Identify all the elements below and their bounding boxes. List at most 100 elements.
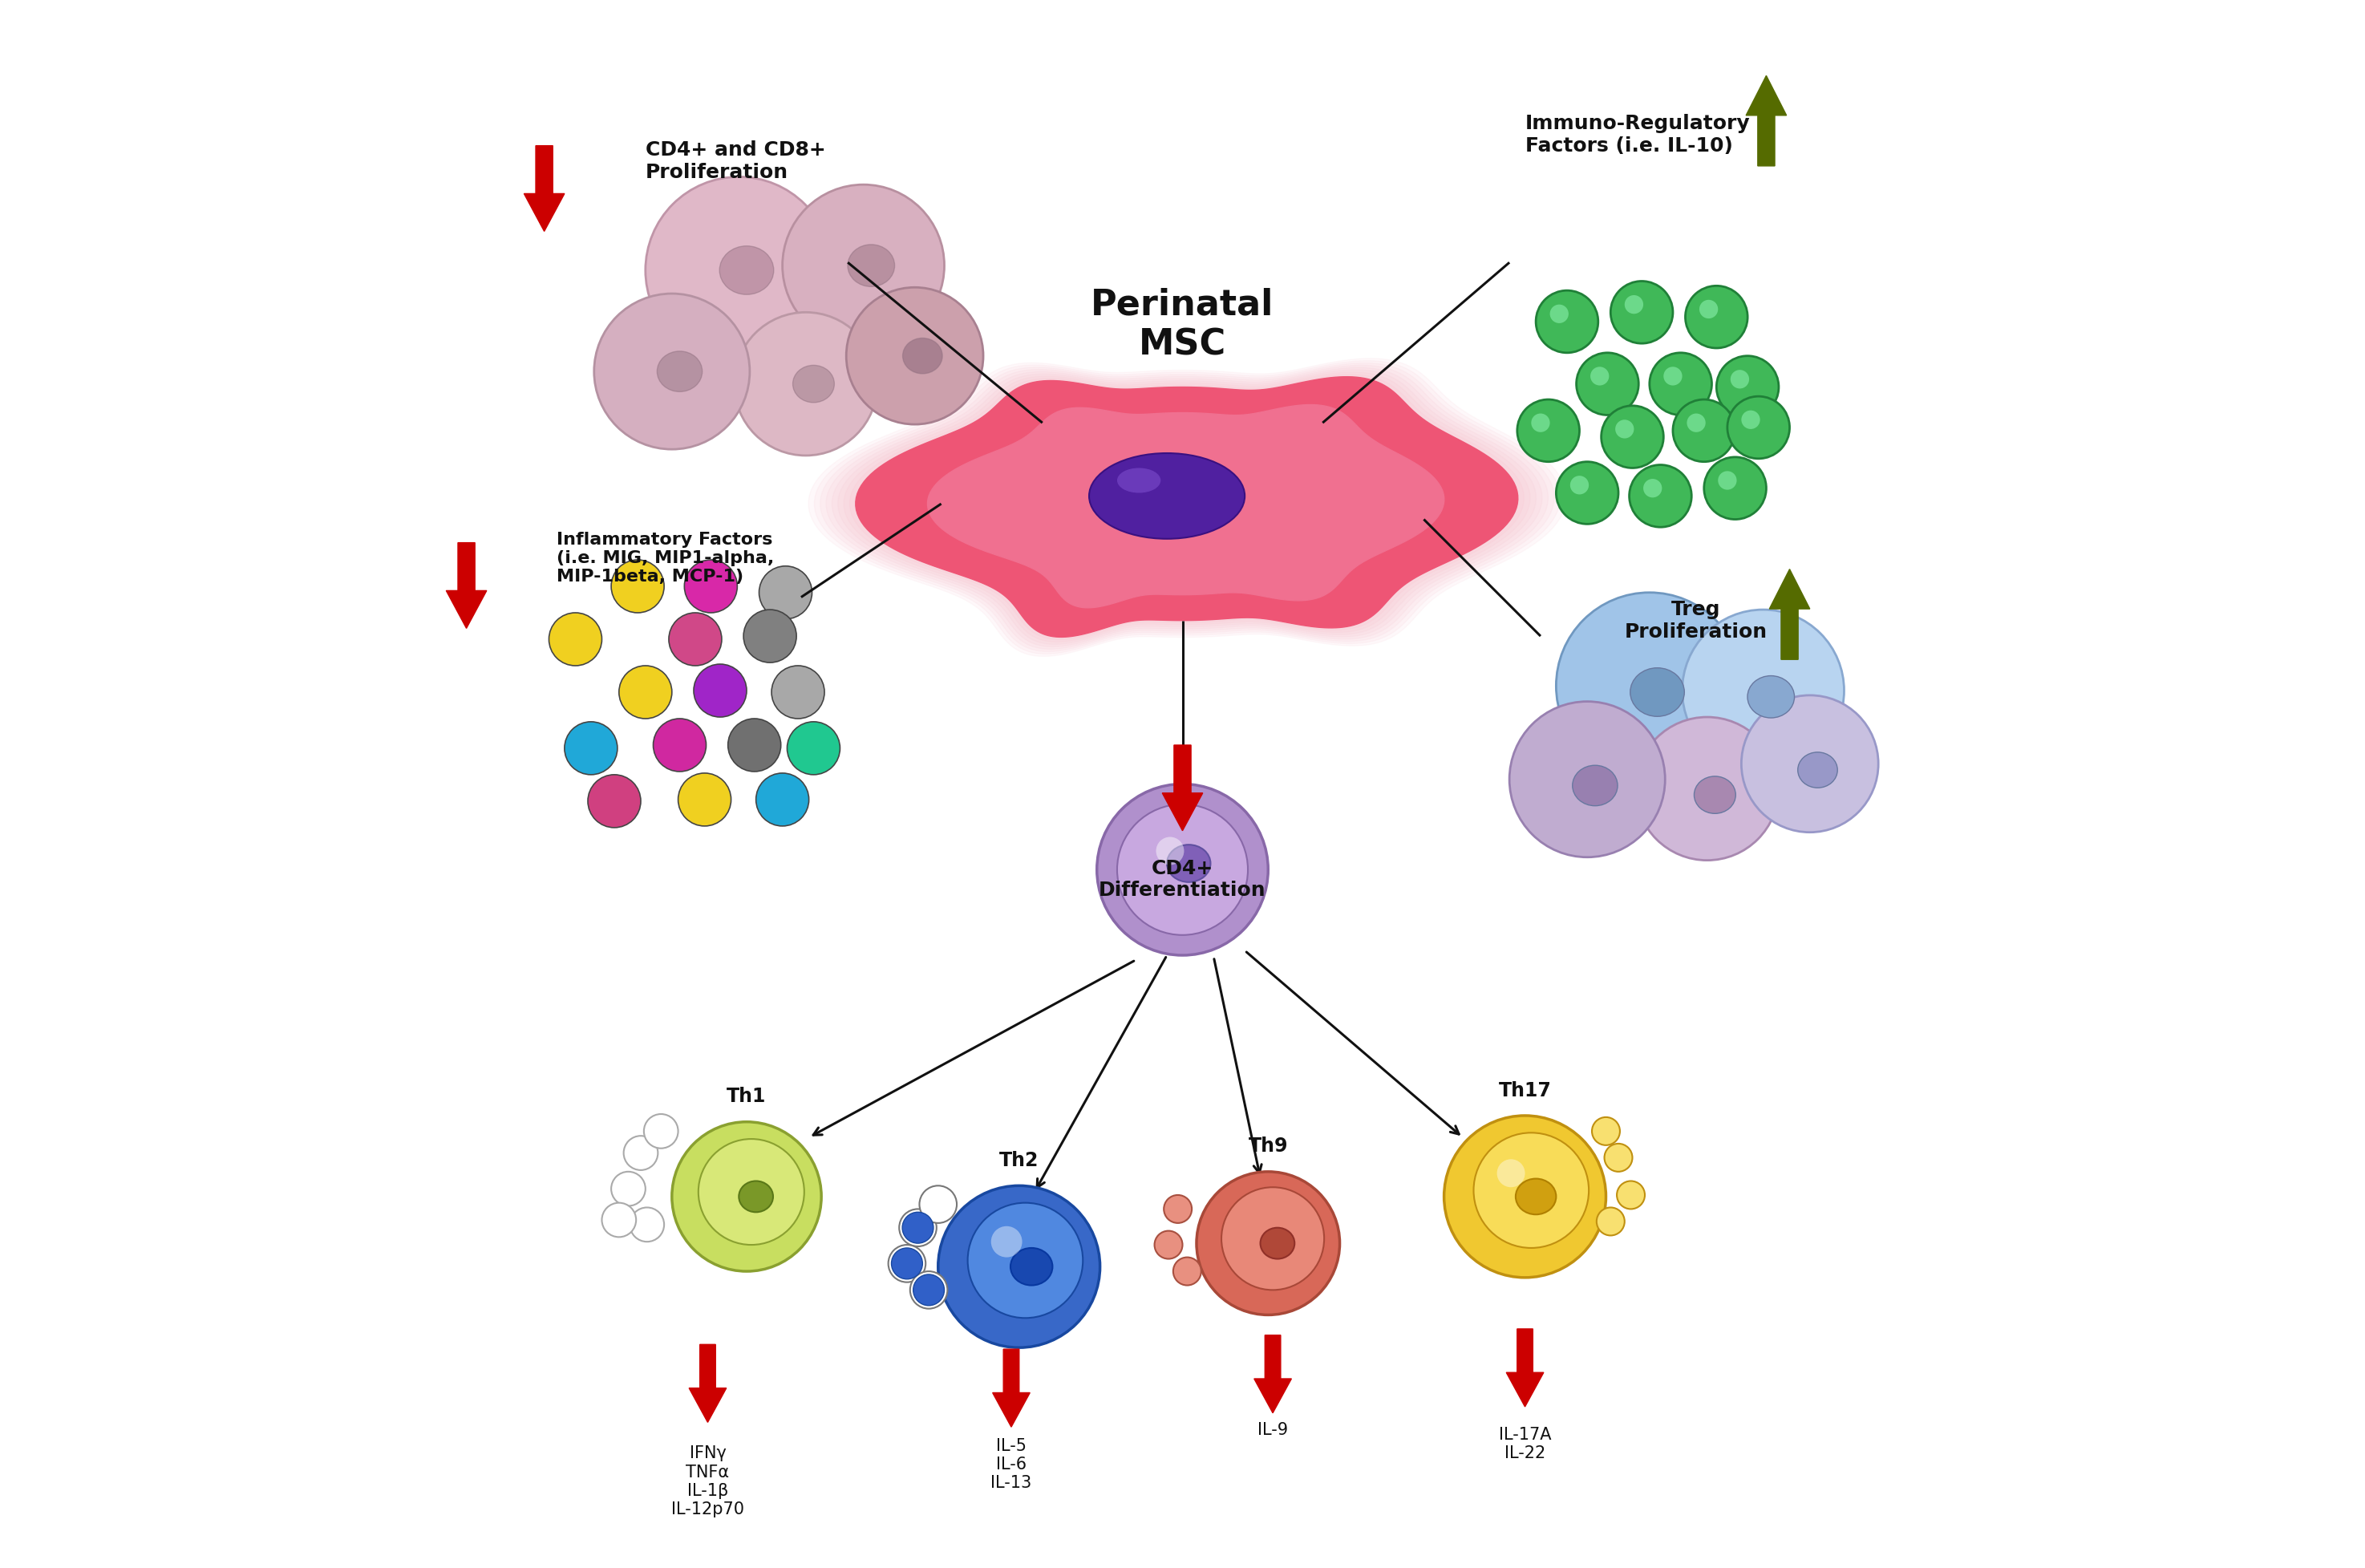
Circle shape — [646, 177, 832, 364]
Text: Inflammatory Factors
(i.e. MIG, MIP1-alpha,
MIP-1beta, MCP-1): Inflammatory Factors (i.e. MIG, MIP1-alp… — [556, 532, 773, 585]
Polygon shape — [809, 359, 1566, 657]
Polygon shape — [825, 365, 1549, 649]
Circle shape — [783, 185, 944, 347]
Ellipse shape — [738, 1181, 773, 1212]
Circle shape — [1556, 593, 1743, 779]
Circle shape — [991, 1226, 1022, 1258]
Circle shape — [594, 293, 750, 450]
Polygon shape — [688, 1344, 726, 1422]
Circle shape — [683, 560, 738, 613]
Circle shape — [1570, 475, 1589, 494]
Circle shape — [1197, 1171, 1339, 1316]
Circle shape — [1637, 717, 1778, 861]
Ellipse shape — [1797, 753, 1838, 787]
Ellipse shape — [1166, 845, 1211, 883]
Polygon shape — [832, 367, 1542, 646]
Polygon shape — [525, 146, 565, 232]
Text: Th17: Th17 — [1499, 1080, 1551, 1101]
Text: IL-9: IL-9 — [1258, 1422, 1289, 1438]
Circle shape — [889, 1245, 925, 1283]
Text: CD4+ and CD8+
Proliferation: CD4+ and CD8+ Proliferation — [646, 141, 825, 182]
Polygon shape — [447, 543, 487, 629]
Circle shape — [610, 1171, 646, 1206]
Circle shape — [1717, 470, 1736, 489]
Ellipse shape — [657, 351, 702, 392]
Circle shape — [903, 1212, 934, 1243]
Circle shape — [913, 1275, 944, 1306]
Circle shape — [643, 1113, 679, 1148]
Circle shape — [679, 773, 731, 826]
Circle shape — [1603, 1143, 1632, 1171]
Circle shape — [1173, 1258, 1201, 1286]
Circle shape — [1686, 285, 1748, 348]
Circle shape — [1220, 1187, 1324, 1290]
Circle shape — [967, 1203, 1083, 1319]
Polygon shape — [821, 362, 1554, 652]
Ellipse shape — [1010, 1248, 1052, 1286]
Circle shape — [1686, 414, 1705, 433]
Circle shape — [698, 1138, 804, 1245]
Circle shape — [1154, 1231, 1182, 1259]
Circle shape — [757, 773, 809, 826]
Ellipse shape — [1516, 1179, 1556, 1215]
Circle shape — [1615, 420, 1634, 439]
Circle shape — [1644, 478, 1663, 497]
Polygon shape — [1253, 1334, 1291, 1413]
Ellipse shape — [1629, 668, 1684, 717]
Polygon shape — [993, 1348, 1029, 1427]
Circle shape — [1741, 411, 1760, 430]
Circle shape — [1592, 1116, 1620, 1145]
Circle shape — [771, 666, 825, 718]
Circle shape — [1164, 1195, 1192, 1223]
Circle shape — [1097, 784, 1268, 955]
Circle shape — [1726, 397, 1790, 458]
Circle shape — [1717, 356, 1778, 419]
Circle shape — [620, 666, 672, 718]
Polygon shape — [927, 405, 1445, 608]
Ellipse shape — [1748, 676, 1795, 718]
Circle shape — [1116, 804, 1249, 935]
Circle shape — [911, 1272, 948, 1309]
Circle shape — [1535, 290, 1599, 353]
Text: IL-5
IL-6
IL-13: IL-5 IL-6 IL-13 — [991, 1438, 1031, 1491]
Circle shape — [693, 665, 747, 717]
Ellipse shape — [719, 246, 773, 295]
Text: Th9: Th9 — [1249, 1137, 1289, 1156]
Circle shape — [733, 312, 877, 455]
Circle shape — [653, 718, 707, 771]
Polygon shape — [1745, 75, 1786, 166]
Ellipse shape — [1261, 1228, 1294, 1259]
Circle shape — [1601, 406, 1663, 467]
Circle shape — [892, 1248, 922, 1279]
Circle shape — [565, 721, 617, 775]
Circle shape — [1518, 400, 1580, 461]
Circle shape — [1577, 353, 1639, 416]
Polygon shape — [844, 372, 1530, 641]
Circle shape — [920, 1185, 958, 1223]
Circle shape — [1497, 1159, 1525, 1187]
Circle shape — [899, 1209, 937, 1247]
Text: IFNγ
TNFα
IL-1β
IL-12p70: IFNγ TNFα IL-1β IL-12p70 — [672, 1446, 745, 1518]
Circle shape — [939, 1185, 1100, 1347]
Text: Th1: Th1 — [726, 1087, 766, 1107]
Ellipse shape — [1573, 765, 1618, 806]
Circle shape — [1663, 367, 1682, 386]
Circle shape — [1741, 695, 1878, 833]
Circle shape — [728, 718, 780, 771]
Polygon shape — [1507, 1330, 1544, 1406]
Circle shape — [1700, 299, 1717, 318]
Circle shape — [1618, 1181, 1644, 1209]
Ellipse shape — [1116, 467, 1161, 492]
Circle shape — [1473, 1132, 1589, 1248]
Text: IL-17A
IL-22: IL-17A IL-22 — [1499, 1427, 1551, 1461]
Ellipse shape — [903, 339, 941, 373]
Circle shape — [549, 613, 601, 666]
Circle shape — [1672, 400, 1736, 461]
Polygon shape — [849, 375, 1523, 640]
Circle shape — [1556, 461, 1618, 524]
Circle shape — [1509, 701, 1665, 858]
Polygon shape — [1161, 745, 1204, 831]
Text: Immuno-Regulatory
Factors (i.e. IL-10): Immuno-Regulatory Factors (i.e. IL-10) — [1525, 114, 1750, 155]
Circle shape — [629, 1207, 665, 1242]
Circle shape — [1611, 281, 1672, 343]
